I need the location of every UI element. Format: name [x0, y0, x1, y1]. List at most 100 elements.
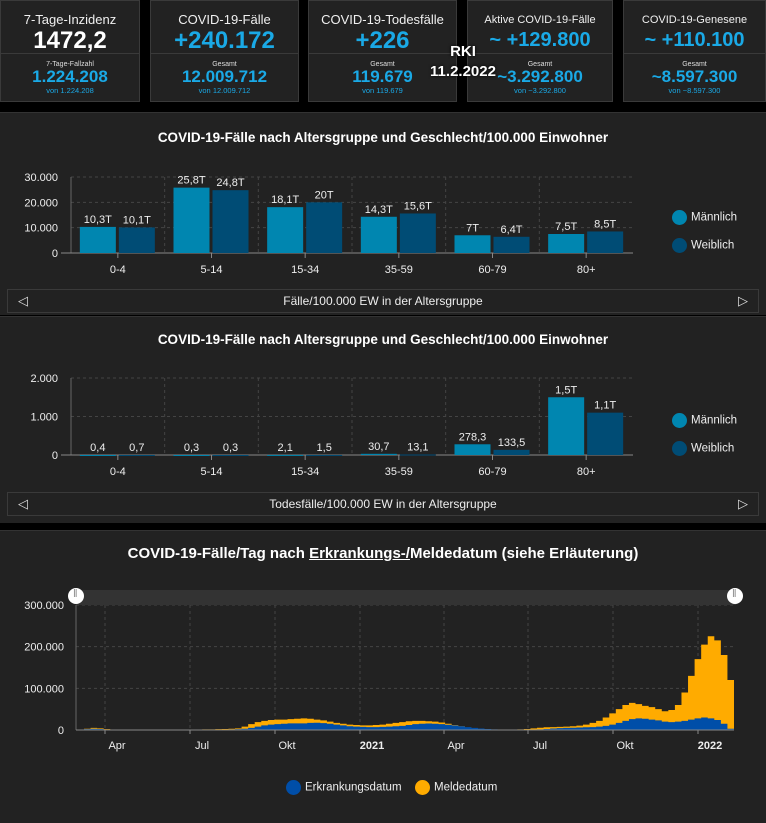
cases-by-age-panel: COVID-19-Fälle nach Altersgruppe und Ges… — [0, 112, 766, 315]
next-arrow-icon[interactable]: ▷ — [738, 293, 748, 308]
data-label: 1,5T — [555, 384, 577, 396]
bar-männlich — [79, 454, 116, 456]
range-slider-left-handle[interactable] — [68, 588, 84, 604]
bar-männlich — [548, 234, 585, 253]
data-label: 8,5T — [594, 218, 616, 230]
bar-weiblich — [306, 454, 343, 456]
y-tick-label: 10.000 — [24, 223, 58, 235]
data-label: 20T — [315, 189, 334, 201]
data-label: 13,1 — [407, 441, 428, 453]
range-slider-right-handle[interactable] — [727, 588, 743, 604]
prev-arrow-icon[interactable]: ◁ — [18, 293, 28, 308]
cases-by-age-chart: 0 10.000 20.000 30.000 0-4 10,3T 10,1T 5-14 25,8… — [24, 172, 633, 276]
kpi-card-aktive[interactable]: Aktive COVID-19-Fälle ~ +129.800 Gesamt ~3… — [467, 0, 613, 102]
bar-männlich — [454, 235, 491, 253]
legend-female[interactable]: Weiblich — [672, 238, 734, 253]
card-sub-note: von 12.009.712 — [198, 86, 251, 95]
legend-male[interactable]: Männlich — [672, 210, 737, 225]
data-label: 0,3 — [184, 442, 199, 454]
card-value: ~ +110.100 — [644, 29, 745, 51]
card-title: 7-Tage-Inzidenz — [23, 12, 117, 27]
x-tick-label: 60-79 — [478, 264, 506, 276]
data-label: 30,7 — [368, 441, 389, 453]
x-tick-label: 0-4 — [110, 466, 126, 478]
x-tick-label: 0-4 — [110, 264, 126, 276]
data-label: 7,5T — [555, 221, 577, 233]
deaths-by-age-panel: COVID-19-Fälle nach Altersgruppe und Ges… — [0, 316, 766, 523]
data-label: 18,1T — [271, 194, 299, 206]
x-tick-label: Apr — [108, 740, 125, 752]
x-tick-label: 80+ — [577, 466, 596, 478]
data-label: 7T — [466, 222, 479, 234]
data-label: 2,1 — [278, 442, 293, 454]
card-title: COVID-19-Genesene — [641, 14, 748, 26]
kpi-card-inzidenz[interactable]: 7-Tage-Inzidenz 1472,2 7-Tage-Fallzahl 1.2… — [0, 0, 140, 102]
prev-arrow-icon[interactable]: ◁ — [18, 496, 28, 511]
chart-title: COVID-19-Fälle nach Altersgruppe und Ges… — [157, 332, 609, 347]
data-label: 15,6T — [404, 200, 432, 212]
data-label: 0,3 — [223, 442, 238, 454]
x-tick-label: Apr — [447, 740, 464, 752]
y-tick-label: 200.000 — [24, 642, 64, 654]
y-tick-label: 0 — [58, 725, 64, 737]
bar-männlich — [267, 454, 304, 456]
data-label: 133,5 — [498, 437, 526, 449]
legend-erkrankungsdatum[interactable]: Erkrankungsdatum — [286, 780, 402, 795]
x-tick-label: 2021 — [360, 740, 384, 752]
range-slider-track[interactable] — [76, 590, 736, 605]
data-label: 1,5 — [317, 442, 332, 454]
chart-nav-bar: ◁ Fälle/100.000 EW in der Altersgruppe ▷ — [7, 289, 759, 313]
data-label: 0,7 — [129, 442, 144, 454]
bar-weiblich — [493, 449, 530, 455]
kpi-card-todesfaelle[interactable]: COVID-19-Todesfälle +226 Gesamt 119.679 von… — [308, 0, 457, 102]
card-title: COVID-19-Fälle — [178, 12, 271, 27]
legend-meldedatum[interactable]: Meldedatum — [415, 780, 497, 795]
data-label: 10,3T — [84, 214, 112, 226]
legend-female[interactable]: Weiblich — [672, 441, 734, 456]
x-tick-label: Okt — [278, 740, 295, 752]
kpi-card-genesene[interactable]: COVID-19-Genesene ~ +110.100 Gesamt ~8.597… — [623, 0, 766, 102]
legend-swatch-female — [672, 441, 687, 456]
report-date: 11.2.2022 — [430, 63, 496, 80]
y-tick-label: 20.000 — [24, 197, 58, 209]
card-sub-label: 7-Tage-Fallzahl — [46, 61, 94, 68]
x-tick-label: Okt — [616, 740, 633, 752]
bar-weiblich — [587, 231, 624, 253]
card-sub-label: Gesamt — [370, 61, 395, 68]
bar-männlich — [173, 454, 210, 456]
card-sub-note: von ~3.292.800 — [514, 86, 566, 95]
card-sub-note: von 119.679 — [362, 86, 403, 95]
x-tick-label: Jul — [195, 740, 209, 752]
legend-label: Weiblich — [691, 239, 735, 252]
bar-männlich — [79, 226, 116, 253]
x-axis-caption: Fälle/100.000 EW in der Altersgruppe — [283, 294, 483, 308]
chart-title: COVID-19-Fälle nach Altersgruppe und Ges… — [157, 130, 609, 145]
data-label: 278,3 — [459, 431, 487, 443]
area-erkrankungsdatum — [84, 717, 734, 730]
daily-cases-chart: 0 100.000 200.000 300.000 Apr Jul Okt 2021 Apr Ju… — [24, 600, 736, 752]
bar-weiblich — [306, 202, 343, 253]
legend-male[interactable]: Männlich — [672, 413, 737, 428]
x-axis-caption: Todesfälle/100.000 EW in der Altersgrupp… — [269, 497, 497, 511]
data-label: 1,1T — [594, 400, 616, 412]
area-meldedatum — [84, 636, 734, 730]
bar-weiblich — [118, 227, 155, 253]
card-value: 1472,2 — [33, 27, 107, 54]
card-sub-value: ~8.597.300 — [651, 67, 738, 86]
x-tick-label: 35-59 — [385, 466, 413, 478]
legend-label: Männlich — [691, 211, 738, 224]
erkrankungs-link[interactable]: Erkrankungs-/ — [309, 545, 410, 562]
bar-männlich — [548, 397, 585, 455]
bar-weiblich — [493, 236, 530, 253]
y-tick-label: 300.000 — [24, 600, 64, 612]
bar-weiblich — [399, 454, 436, 456]
title-part: COVID-19-Fälle/Tag nach — [127, 545, 310, 562]
data-label: 10,1T — [123, 214, 151, 226]
card-sub-note: von ~8.597.300 — [668, 86, 721, 95]
legend-label: Männlich — [691, 414, 738, 427]
bar-männlich — [454, 444, 491, 455]
kpi-card-faelle[interactable]: COVID-19-Fälle +240.172 Gesamt 12.009.712 v… — [150, 0, 299, 102]
data-label: 24,8T — [216, 177, 244, 189]
next-arrow-icon[interactable]: ▷ — [738, 496, 748, 511]
bar-weiblich — [399, 213, 436, 253]
